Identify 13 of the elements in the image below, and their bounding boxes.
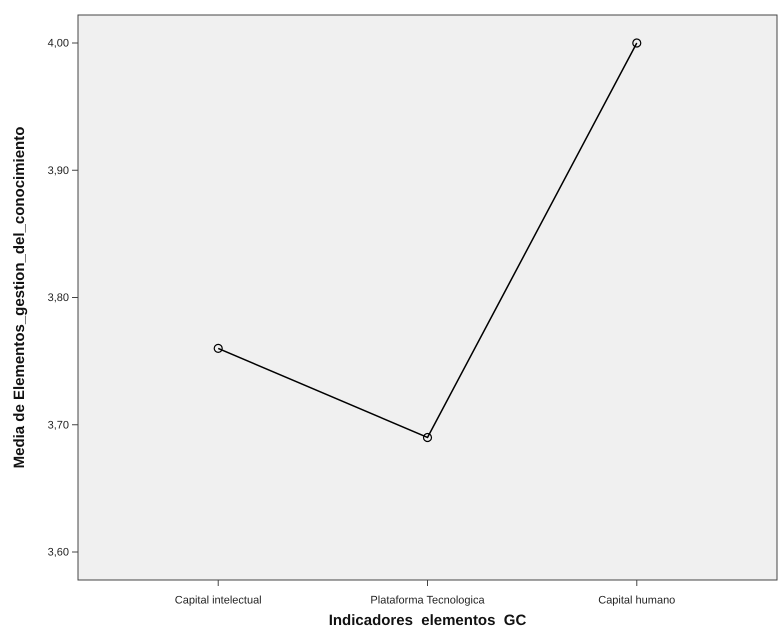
y-tick-label: 3,80 <box>48 292 69 304</box>
y-tick-label: 3,60 <box>48 546 69 559</box>
x-tick-label: Plataforma Tecnologica <box>370 594 486 606</box>
x-axis-title: Indicadores elementos GC <box>328 612 526 629</box>
x-tick-label: Capital intelectual <box>174 594 262 606</box>
point <box>422 432 432 442</box>
y-tick-label: 3,70 <box>48 419 69 432</box>
y-axis-title: Media de Elementos_gestion_del_conocimiento <box>11 126 28 468</box>
point <box>632 38 642 48</box>
y-tick-label: 4,00 <box>48 38 69 50</box>
x-tick-label: Capital humano <box>598 594 676 606</box>
point <box>214 344 223 353</box>
y-tick-label: 3,90 <box>48 164 69 177</box>
